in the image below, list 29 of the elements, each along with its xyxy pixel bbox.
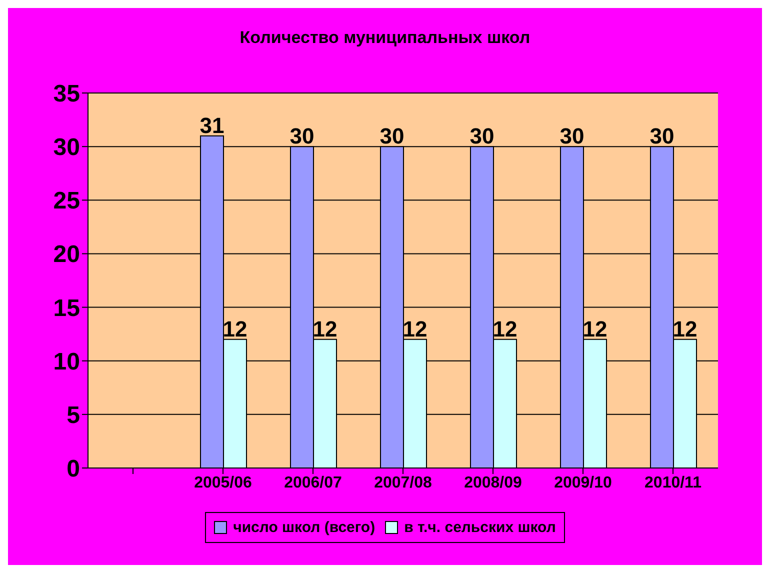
y-tick-label: 25 [53, 188, 80, 215]
x-tick-label: 2009/10 [554, 474, 612, 492]
chart-title: Количество муниципальных школ [238, 27, 532, 49]
y-tick-label: 10 [53, 348, 80, 376]
legend-label: в т.ч. сельских школ [403, 519, 556, 536]
y-tick-label: 30 [53, 134, 80, 162]
data-label: 12 [402, 316, 428, 342]
data-label: 31 [200, 112, 224, 138]
x-tick-label: 2007/08 [374, 474, 432, 492]
y-tick-label: 5 [66, 402, 80, 429]
data-label: 12 [672, 316, 698, 342]
legend-label: число школ (всего) [232, 519, 376, 536]
data-label: 12 [222, 316, 248, 342]
x-tick-label: 2008/09 [464, 474, 522, 492]
x-tick-label: 2006/07 [284, 474, 342, 492]
x-tick-label: 2010/11 [644, 474, 702, 492]
data-label: 12 [492, 316, 518, 342]
x-tick-label: 2005/06 [194, 474, 252, 492]
data-label: 12 [312, 316, 338, 342]
data-label: 30 [650, 124, 674, 149]
y-tick-label: 0 [66, 456, 80, 483]
data-label: 30 [380, 124, 404, 149]
data-label: 12 [582, 316, 608, 342]
data-label: 30 [560, 124, 584, 149]
y-tick-label: 35 [53, 80, 80, 108]
y-tick-label: 15 [53, 294, 80, 322]
y-tick-label: 20 [53, 241, 80, 268]
data-label: 30 [470, 124, 494, 149]
data-label: 30 [290, 124, 314, 149]
